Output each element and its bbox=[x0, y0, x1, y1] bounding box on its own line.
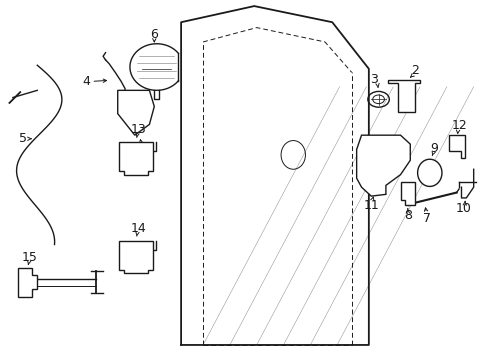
Text: 9: 9 bbox=[430, 142, 438, 155]
Text: 15: 15 bbox=[22, 251, 38, 264]
Circle shape bbox=[367, 91, 388, 107]
Text: 11: 11 bbox=[363, 199, 378, 212]
Polygon shape bbox=[118, 90, 154, 135]
Polygon shape bbox=[400, 182, 414, 205]
Text: 3: 3 bbox=[369, 73, 377, 86]
Circle shape bbox=[369, 140, 381, 148]
Text: 12: 12 bbox=[450, 119, 466, 132]
Text: 4: 4 bbox=[82, 75, 90, 88]
Polygon shape bbox=[387, 80, 419, 112]
Text: 10: 10 bbox=[455, 202, 471, 215]
Circle shape bbox=[399, 93, 410, 102]
Circle shape bbox=[21, 280, 31, 288]
Text: 14: 14 bbox=[131, 222, 146, 235]
Polygon shape bbox=[18, 268, 37, 297]
Text: 5: 5 bbox=[19, 132, 26, 145]
Polygon shape bbox=[448, 135, 465, 158]
Text: 1: 1 bbox=[138, 141, 146, 154]
Circle shape bbox=[372, 95, 384, 104]
Polygon shape bbox=[119, 142, 153, 175]
Circle shape bbox=[128, 156, 140, 165]
Text: 2: 2 bbox=[410, 64, 418, 77]
Polygon shape bbox=[417, 159, 441, 186]
Text: 6: 6 bbox=[150, 28, 158, 41]
Ellipse shape bbox=[281, 140, 305, 169]
Text: 8: 8 bbox=[403, 210, 411, 222]
Circle shape bbox=[128, 255, 140, 263]
Polygon shape bbox=[119, 241, 153, 273]
Text: 7: 7 bbox=[423, 212, 430, 225]
Text: 13: 13 bbox=[131, 123, 146, 136]
Polygon shape bbox=[356, 135, 409, 196]
